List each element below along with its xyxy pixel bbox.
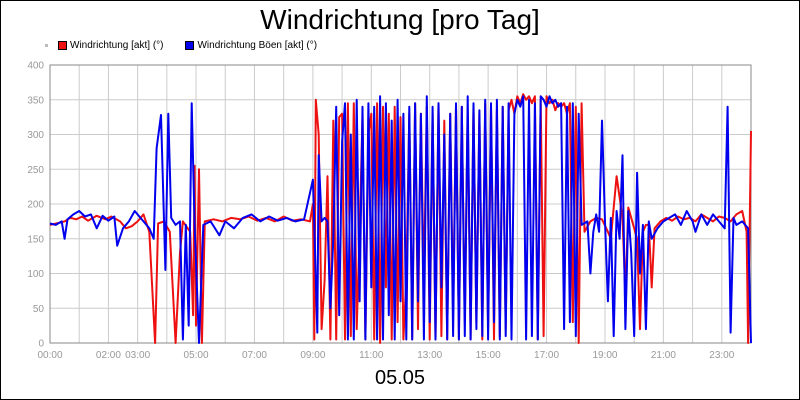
x-tick-label: 07:00	[242, 350, 267, 361]
legend-label-windrichtung: Windrichtung [akt] (°)	[70, 39, 164, 51]
y-tick-label: 50	[33, 304, 45, 315]
legend-item-boeen: Windrichtung Böen [akt] (°)	[185, 40, 317, 51]
y-tick-label: 400	[27, 61, 44, 72]
x-tick-label: 17:00	[534, 350, 559, 361]
x-tick-label: 03:00	[125, 350, 150, 361]
y-tick-label: 100	[27, 269, 44, 280]
chart-title: Windrichtung [pro Tag]	[260, 4, 540, 35]
x-tick-label: 00:00	[37, 350, 62, 361]
x-tick-label: 23:00	[709, 350, 734, 361]
y-tick-label: 300	[27, 130, 44, 141]
x-tick-label: 11:00	[359, 350, 384, 361]
x-tick-label: 05:00	[184, 350, 209, 361]
legend-swatch-blue	[185, 40, 195, 50]
date-label: 05.05	[374, 367, 426, 389]
series-line-1	[49, 95, 752, 344]
x-tick-label: 19:00	[592, 350, 617, 361]
x-tick-label: 15:00	[476, 350, 501, 361]
legend-marker-icon	[45, 43, 48, 47]
x-tick-label: 21:00	[651, 350, 676, 361]
legend-item-windrichtung: Windrichtung [akt] (°)	[58, 40, 163, 51]
y-tick-label: 350	[27, 95, 44, 106]
x-tick-label: 13:00	[417, 350, 442, 361]
legend-swatch-red	[58, 40, 67, 50]
y-tick-label: 250	[27, 165, 44, 176]
y-tick-label: 200	[27, 200, 44, 211]
y-tick-label: 0	[38, 339, 44, 350]
y-tick-label: 150	[27, 234, 44, 245]
x-tick-label: 09:00	[300, 350, 325, 361]
legend-label-boeen: Windrichtung Böen [akt] (°)	[197, 39, 318, 51]
x-tick-label: 02:00	[96, 350, 121, 361]
chart-legend: Windrichtung [akt] (°) Windrichtung Böen…	[45, 37, 339, 53]
